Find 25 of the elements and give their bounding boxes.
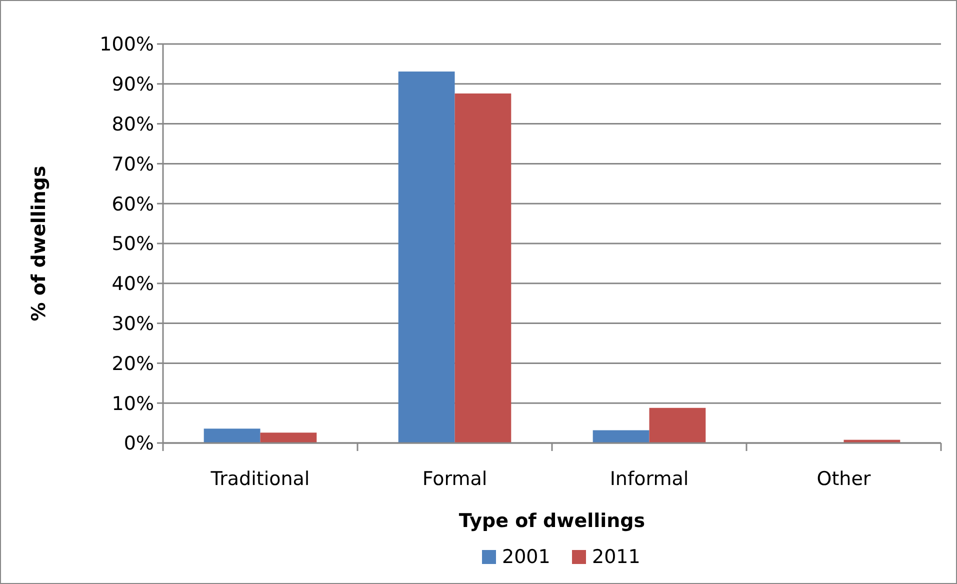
y-tick-label: 70% (112, 153, 154, 176)
x-tick-label: Traditional (210, 468, 310, 490)
legend-label: 2011 (592, 546, 640, 568)
y-tick-label: 20% (112, 352, 154, 375)
y-tick-label: 10% (112, 392, 154, 415)
bar (649, 408, 706, 443)
y-tick-label: 80% (112, 113, 154, 136)
y-tick-label: 50% (112, 233, 154, 256)
legend-label: 2001 (502, 546, 550, 568)
bar (204, 428, 260, 443)
y-tick-label: 100% (100, 34, 154, 56)
x-tick-label: Other (816, 468, 871, 490)
y-tick-label: 60% (112, 193, 154, 216)
y-axis-title: % of dwellings (28, 166, 50, 322)
y-tick-label: 30% (112, 312, 154, 335)
y-tick-label: 0% (124, 432, 154, 455)
x-axis-title: Type of dwellings (458, 510, 646, 532)
bar (454, 93, 512, 443)
y-tick-label: 40% (112, 273, 154, 296)
x-tick-label: Informal (610, 468, 689, 490)
bar (398, 72, 455, 443)
y-tick-label: 90% (112, 74, 154, 96)
x-tick-label: Formal (422, 468, 488, 490)
bar (592, 430, 650, 443)
bar (260, 432, 317, 443)
